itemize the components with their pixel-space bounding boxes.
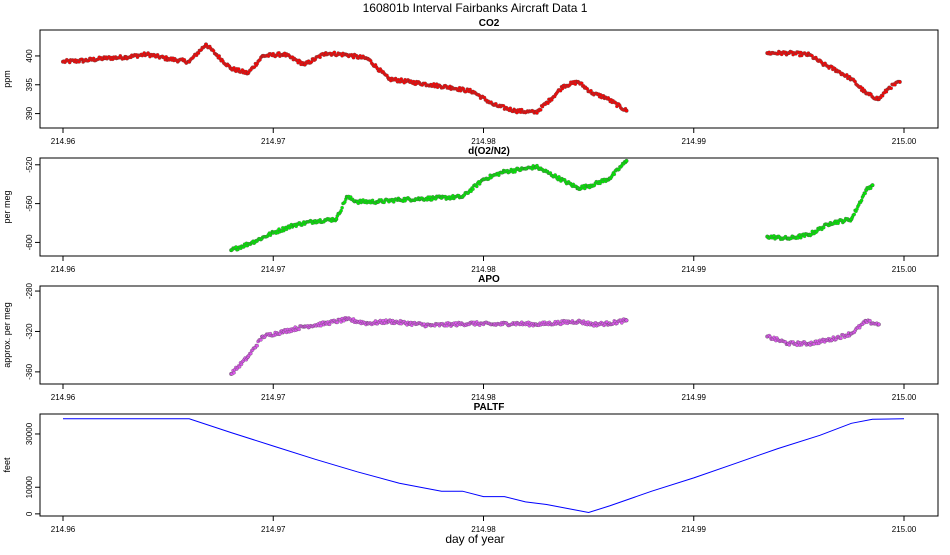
data-point-apo — [335, 320, 340, 325]
data-point-co2 — [236, 67, 241, 71]
panel-title-d-o2-n2: d(O2/N2) — [468, 146, 510, 157]
data-point-co2 — [897, 79, 902, 84]
x-tick-label: 214.97 — [261, 525, 286, 534]
data-point-d-o2-n2 — [334, 217, 339, 222]
data-point-co2 — [309, 60, 314, 64]
data-point-apo — [876, 322, 881, 327]
x-tick-label: 214.96 — [51, 393, 76, 402]
panel-title-paltf: PALTF — [474, 402, 505, 413]
data-point-d-o2-n2 — [870, 183, 875, 188]
data-point-d-o2-n2 — [863, 191, 867, 196]
data-point-d-o2-n2 — [821, 225, 826, 230]
panel-frame-apo — [39, 285, 939, 385]
data-point-d-o2-n2 — [469, 189, 473, 194]
x-axis-label: day of year — [445, 532, 504, 546]
data-point-apo — [839, 336, 843, 341]
y-tick-label: -560 — [25, 195, 34, 212]
x-tick-label: 214.97 — [261, 137, 286, 146]
x-tick-label: 214.96 — [51, 525, 76, 534]
panel-frame-paltf — [39, 413, 939, 517]
y-tick-label: 390 — [25, 106, 34, 120]
x-tick-label: 215.00 — [892, 137, 917, 146]
data-point-apo — [249, 351, 253, 356]
y-tick-label: -360 — [25, 363, 34, 380]
panel-frame-d-o2-n2 — [39, 157, 939, 257]
y-tick-label: -600 — [25, 234, 34, 251]
x-tick-label: 214.98 — [471, 137, 496, 146]
data-point-d-o2-n2 — [859, 198, 864, 203]
y-tick-label: 0 — [25, 511, 34, 516]
data-point-co2 — [351, 55, 356, 60]
x-tick-label: 214.96 — [51, 265, 76, 274]
series-line-paltf — [63, 418, 905, 514]
y-tick-label: 400 — [25, 49, 34, 63]
y-tick-label: -280 — [25, 282, 34, 299]
x-tick-label: 214.97 — [261, 393, 286, 402]
data-point-co2 — [889, 86, 893, 91]
data-point-apo — [237, 365, 242, 369]
data-point-apo — [297, 327, 301, 332]
x-tick-label: 215.00 — [892, 525, 917, 534]
data-point-apo — [259, 338, 263, 342]
y-axis-label-co2: ppm — [2, 70, 12, 88]
x-tick-label: 214.98 — [471, 393, 496, 402]
x-tick-label: 214.99 — [682, 393, 707, 402]
data-point-d-o2-n2 — [340, 205, 344, 210]
data-point-co2 — [624, 108, 629, 113]
data-point-d-o2-n2 — [475, 184, 479, 189]
y-tick-label: 395 — [25, 78, 34, 92]
y-tick-label: -320 — [25, 323, 34, 340]
x-tick-label: 214.96 — [51, 137, 76, 146]
y-axis-label-d-o2-n2: per meg — [2, 190, 12, 223]
data-point-apo — [868, 318, 872, 323]
data-point-apo — [319, 323, 323, 328]
y-tick-label: -520 — [25, 156, 34, 173]
x-tick-label: 215.00 — [892, 265, 917, 274]
panel-frame-co2 — [39, 29, 939, 129]
data-point-apo — [624, 318, 629, 323]
x-tick-label: 214.99 — [682, 137, 707, 146]
x-tick-label: 214.99 — [682, 525, 707, 534]
page-title: 160801b Interval Fairbanks Aircraft Data… — [363, 1, 588, 15]
data-point-apo — [255, 343, 259, 348]
y-axis-label-paltf: feet — [2, 457, 12, 473]
data-point-d-o2-n2 — [339, 208, 343, 213]
data-point-co2 — [538, 108, 543, 112]
data-point-apo — [620, 321, 624, 325]
panel-title-co2: CO2 — [479, 18, 500, 29]
x-tick-label: 214.99 — [682, 265, 707, 274]
data-point-d-o2-n2 — [624, 158, 629, 163]
data-point-d-o2-n2 — [471, 187, 475, 191]
y-tick-label: 10000 — [25, 476, 34, 499]
panel-title-apo: APO — [478, 274, 500, 285]
y-axis-label-apo: approx. per meg — [2, 302, 12, 368]
x-tick-label: 214.97 — [261, 265, 286, 274]
data-point-d-o2-n2 — [852, 212, 856, 217]
data-point-apo — [232, 371, 236, 375]
x-tick-label: 215.00 — [892, 393, 917, 402]
y-tick-label: 30000 — [25, 422, 34, 445]
data-point-d-o2-n2 — [612, 172, 617, 177]
x-tick-label: 214.98 — [471, 525, 496, 534]
x-tick-label: 214.98 — [471, 265, 496, 274]
